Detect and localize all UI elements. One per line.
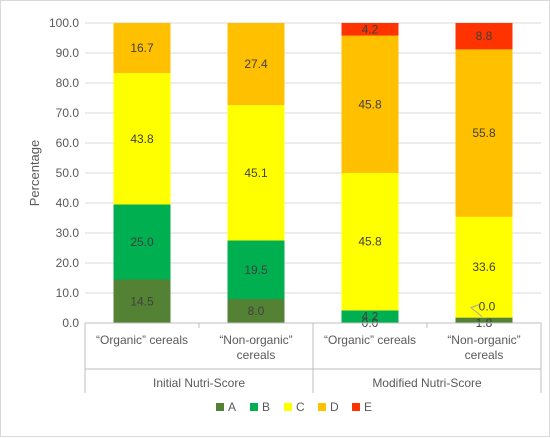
data-label: 8.0 [248,304,265,318]
bar-segment [227,240,285,299]
data-label: 45.8 [358,235,382,249]
legend-swatch [216,403,224,411]
legend-swatch [284,403,292,411]
data-label: 0.0 [479,300,496,314]
bar-segment [341,23,399,36]
x-category-label: cereals [237,348,276,362]
bar-segment [455,23,513,50]
y-tick-label: 30.0 [56,226,80,240]
legend-swatch [250,403,258,411]
bar-segment [113,73,171,205]
y-tick-label: 20.0 [56,256,80,270]
data-label: 43.8 [130,132,154,146]
bar-segment [113,23,171,74]
y-tick-label: 70.0 [56,106,80,120]
x-group-label: Modified Nutri-Score [372,376,482,390]
bar-segment [227,299,285,323]
y-axis-label: Percentage [27,140,42,207]
bars [113,23,513,323]
legend-label: C [296,400,305,414]
x-group-label: Initial Nutri-Score [153,376,245,390]
bar-segment [455,216,513,318]
y-tick-label: 40.0 [56,196,80,210]
bar-segment [341,173,399,311]
bar-segment [341,310,399,323]
bar-segment [341,35,399,173]
bar-segment [113,204,171,280]
bar-segment [113,279,171,323]
y-tick-label: 90.0 [56,46,80,60]
bar-segment [227,23,285,106]
x-category-label: “Non-organic” [219,333,292,347]
data-label: 25.0 [130,235,154,249]
data-label: 45.1 [244,166,268,180]
bar-segment [455,49,513,217]
legend-label: B [262,400,270,414]
leader-line [470,304,483,317]
data-label: 27.4 [244,57,268,71]
data-label: 4.2 [362,22,379,36]
y-tick-label: 10.0 [56,286,80,300]
data-label: 19.5 [244,263,268,277]
y-tick-label: 60.0 [56,136,80,150]
y-tick-label: 100.0 [49,16,79,30]
data-label: 55.8 [472,126,496,140]
bar-segment [227,105,285,241]
y-tick-label: 0.0 [62,316,79,330]
legend-label: E [364,400,372,414]
x-category-label: “Non-organic” [447,333,520,347]
data-label: 16.7 [130,41,154,55]
x-category-label: “Organic” cereals [96,333,188,347]
legend-swatch [352,403,360,411]
legend-swatch [318,403,326,411]
data-label: 33.6 [472,260,496,274]
x-category-label: “Organic” cereals [324,333,416,347]
data-label: 8.8 [476,29,493,43]
y-tick-label: 50.0 [56,166,80,180]
data-label: 45.8 [358,97,382,111]
x-category-label: cereals [465,348,504,362]
legend-label: A [228,400,236,414]
y-tick-label: 80.0 [56,76,80,90]
data-labels: 14.5 25.0 43.8 16.7 8.0 19.5 45.1 27.4 0.0 4.2 45.… [130,22,496,330]
legend-label: D [330,400,339,414]
bar-segment [455,317,513,323]
legend: A B C D E [216,400,372,414]
data-label: 14.5 [130,294,154,308]
axes: 0.0 10.0 20.0 30.0 40.0 50.0 60.0 70.0 80.0 90.0 1… [49,16,542,393]
data-label: 4.2 [362,310,379,324]
